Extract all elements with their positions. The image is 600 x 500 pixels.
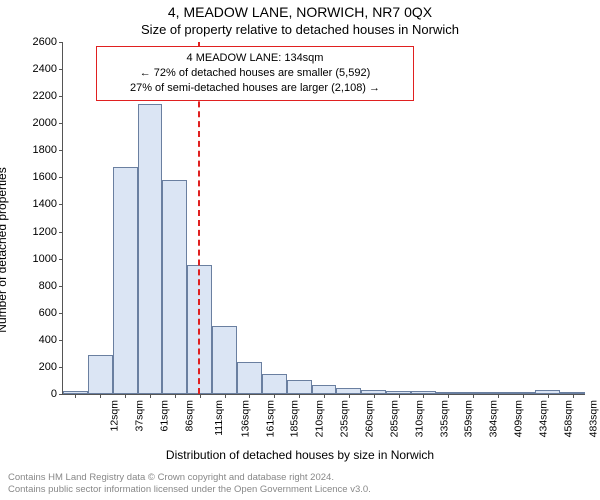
- y-tick: [59, 96, 63, 97]
- chart-title-address: 4, MEADOW LANE, NORWICH, NR7 0QX: [0, 4, 600, 20]
- x-tick-label: 335sqm: [438, 400, 450, 437]
- x-tick: [349, 394, 350, 398]
- attribution-footer: Contains HM Land Registry data © Crown c…: [8, 472, 592, 496]
- x-tick: [324, 394, 325, 398]
- bar: [212, 326, 237, 394]
- x-tick-label: 185sqm: [289, 400, 301, 437]
- y-tick: [59, 150, 63, 151]
- bar: [162, 180, 187, 394]
- y-tick: [59, 42, 63, 43]
- y-tick: [59, 286, 63, 287]
- chart-title-desc: Size of property relative to detached ho…: [0, 22, 600, 37]
- x-tick: [473, 394, 474, 398]
- x-tick: [125, 394, 126, 398]
- x-tick-label: 12sqm: [109, 400, 121, 432]
- x-tick-label: 409sqm: [513, 400, 525, 437]
- x-tick-label: 285sqm: [388, 400, 400, 437]
- y-tick: [59, 340, 63, 341]
- x-tick: [225, 394, 226, 398]
- y-tick: [59, 259, 63, 260]
- x-tick-label: 136sqm: [239, 400, 251, 437]
- x-tick-label: 161sqm: [264, 400, 276, 437]
- callout-line-1: 4 MEADOW LANE: 134sqm: [105, 51, 405, 66]
- bar: [287, 380, 312, 394]
- callout-box: 4 MEADOW LANE: 134sqm← 72% of detached h…: [96, 46, 414, 101]
- x-tick-label: 483sqm: [587, 400, 599, 437]
- x-tick: [150, 394, 151, 398]
- bar: [113, 167, 138, 394]
- x-tick: [374, 394, 375, 398]
- y-axis-label: Number of detached properties: [0, 85, 9, 250]
- x-tick-label: 458sqm: [562, 400, 574, 437]
- x-tick-label: 86sqm: [184, 400, 196, 432]
- x-tick-label: 111sqm: [213, 400, 225, 436]
- bar: [138, 104, 163, 394]
- bar: [312, 385, 337, 394]
- x-tick-label: 384sqm: [488, 400, 500, 437]
- x-axis-label: Distribution of detached houses by size …: [0, 448, 600, 462]
- bar: [237, 362, 262, 394]
- y-tick: [59, 177, 63, 178]
- x-tick: [299, 394, 300, 398]
- bar: [88, 355, 113, 394]
- x-tick-label: 434sqm: [537, 400, 549, 437]
- y-tick: [59, 123, 63, 124]
- y-tick: [59, 394, 63, 395]
- x-tick: [573, 394, 574, 398]
- callout-line-3: 27% of semi-detached houses are larger (…: [105, 81, 405, 96]
- attribution-line-2: Contains public sector information licen…: [8, 484, 592, 496]
- y-tick: [59, 232, 63, 233]
- x-tick-label: 359sqm: [463, 400, 475, 437]
- x-tick: [448, 394, 449, 398]
- y-tick: [59, 69, 63, 70]
- x-tick: [200, 394, 201, 398]
- x-tick: [249, 394, 250, 398]
- y-tick: [59, 204, 63, 205]
- x-tick-label: 210sqm: [314, 400, 326, 437]
- x-tick: [175, 394, 176, 398]
- x-tick: [399, 394, 400, 398]
- x-tick: [523, 394, 524, 398]
- x-tick: [100, 394, 101, 398]
- attribution-line-1: Contains HM Land Registry data © Crown c…: [8, 472, 592, 484]
- y-tick: [59, 313, 63, 314]
- x-tick: [423, 394, 424, 398]
- x-tick-label: 260sqm: [363, 400, 375, 437]
- x-tick: [548, 394, 549, 398]
- x-tick-label: 310sqm: [413, 400, 425, 437]
- x-tick-label: 37sqm: [134, 400, 146, 432]
- chart-container: 4, MEADOW LANE, NORWICH, NR7 0QX Size of…: [0, 0, 600, 500]
- x-tick: [274, 394, 275, 398]
- callout-line-2: ← 72% of detached houses are smaller (5,…: [105, 66, 405, 81]
- x-tick-label: 235sqm: [339, 400, 351, 437]
- x-tick-label: 61sqm: [159, 400, 171, 432]
- bar: [262, 374, 287, 394]
- y-tick: [59, 367, 63, 368]
- x-tick: [498, 394, 499, 398]
- x-tick: [75, 394, 76, 398]
